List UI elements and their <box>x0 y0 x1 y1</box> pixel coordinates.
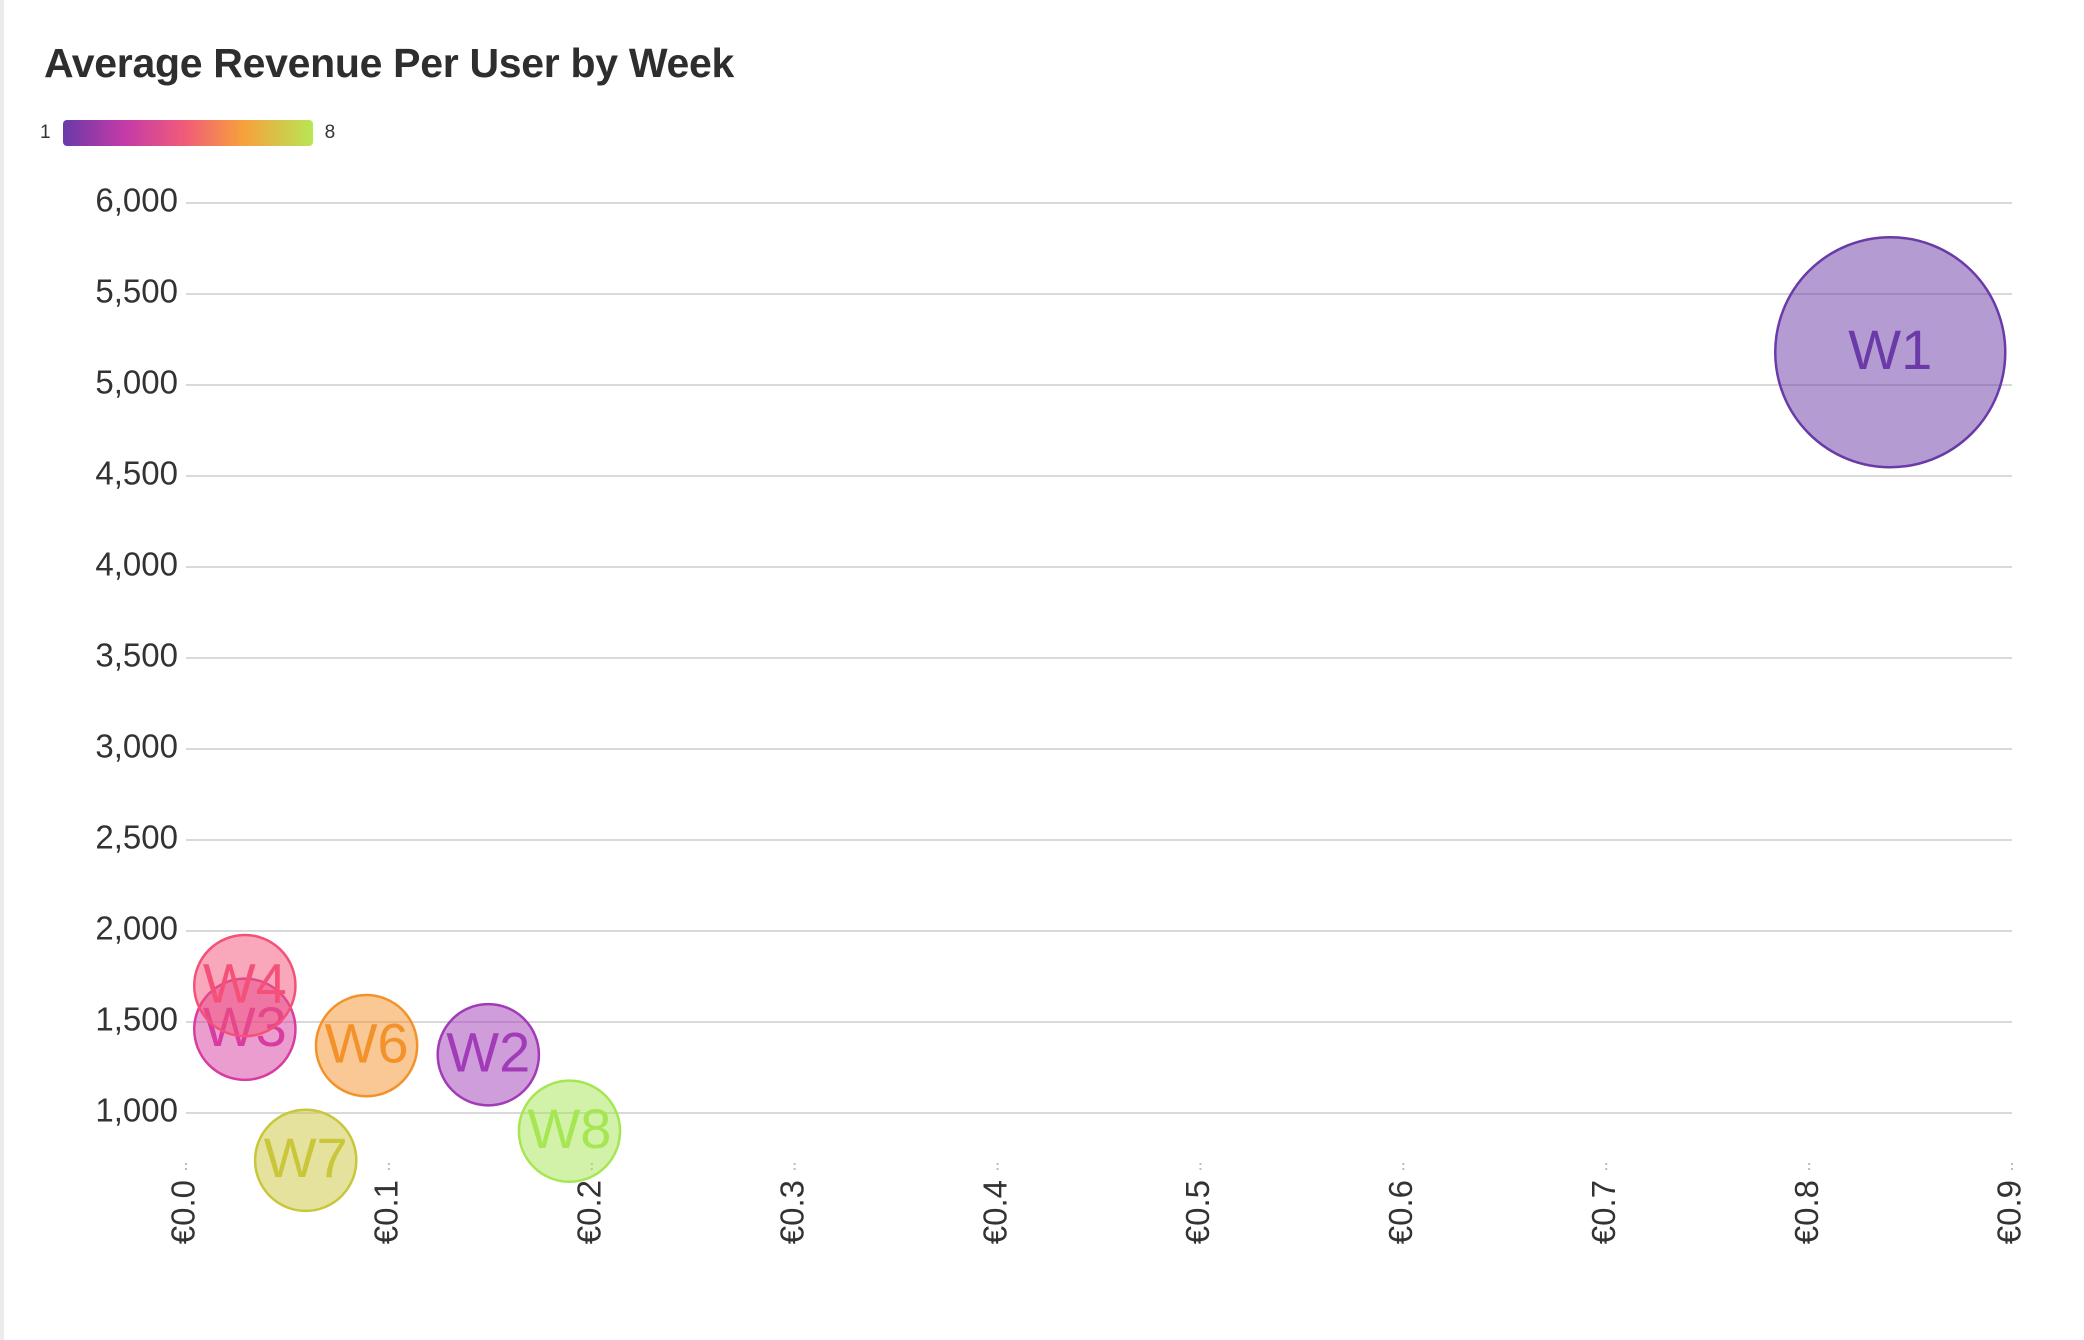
bubble-w4 <box>192 933 297 1038</box>
color-legend: 1 8 <box>40 118 335 148</box>
bubble-w8 <box>517 1079 622 1184</box>
x-tick-label: €0.6 <box>1382 1180 1419 1244</box>
bubble-label-w2: W2 <box>446 1021 530 1084</box>
legend-gradient-bar <box>62 120 313 146</box>
left-border <box>0 0 4 1340</box>
bubble-label-w7: W7 <box>264 1126 348 1189</box>
y-tick-label: 4,500 <box>95 455 178 492</box>
bubble-label-w8: W8 <box>527 1097 611 1160</box>
bubble-w7 <box>253 1108 358 1213</box>
bubble-label-w6: W6 <box>325 1011 409 1074</box>
x-tick-label: €0.8 <box>1788 1180 1825 1244</box>
x-tick-label: €0.0 <box>165 1180 202 1244</box>
x-tick-label: €0.2 <box>570 1180 607 1244</box>
x-axis-ticks: €0.0 €0.1 €0.2 €0.3 €0.4 €0.5 €0.6 €0.7 €0.8 €0.9 <box>165 1163 2028 1244</box>
y-tick-label: 3,500 <box>95 637 178 674</box>
y-tick-label: 1,000 <box>95 1092 178 1129</box>
x-tick-label: €0.5 <box>1179 1180 1216 1244</box>
y-tick-label: 6,000 <box>95 182 178 219</box>
bubble-w1 <box>1774 235 2007 469</box>
bubbles: W1W2W3W4W6W7W8 <box>192 235 2007 1213</box>
grid-lines <box>186 202 2012 1114</box>
x-tick-label: €0.7 <box>1585 1180 1622 1244</box>
y-tick-label: 1,500 <box>95 1001 178 1038</box>
x-tick-label: €0.4 <box>976 1180 1013 1244</box>
x-tick-label: €0.3 <box>773 1180 810 1244</box>
bubble-w6 <box>314 993 419 1098</box>
chart-title: Average Revenue Per User by Week <box>44 40 735 86</box>
y-tick-label: 4,000 <box>95 546 178 583</box>
legend-min-label: 1 <box>40 122 51 143</box>
bubble-label-w1: W1 <box>1848 318 1932 381</box>
x-tick-label: €0.9 <box>1991 1180 2028 1244</box>
bubble-label-w4: W4 <box>203 951 287 1014</box>
y-tick-label: 3,000 <box>95 728 178 765</box>
y-tick-label: 2,000 <box>95 910 178 947</box>
bubble-w2 <box>436 1002 541 1107</box>
legend-max-label: 8 <box>324 122 336 143</box>
y-tick-label: 5,000 <box>95 364 178 401</box>
y-tick-label: 2,500 <box>95 819 178 856</box>
y-axis-ticks: 1,000 1,500 2,000 2,500 3,000 3,500 4,000 4,500… <box>95 182 178 1129</box>
y-tick-label: 5,500 <box>95 273 178 310</box>
x-tick-label: €0.1 <box>368 1180 405 1244</box>
